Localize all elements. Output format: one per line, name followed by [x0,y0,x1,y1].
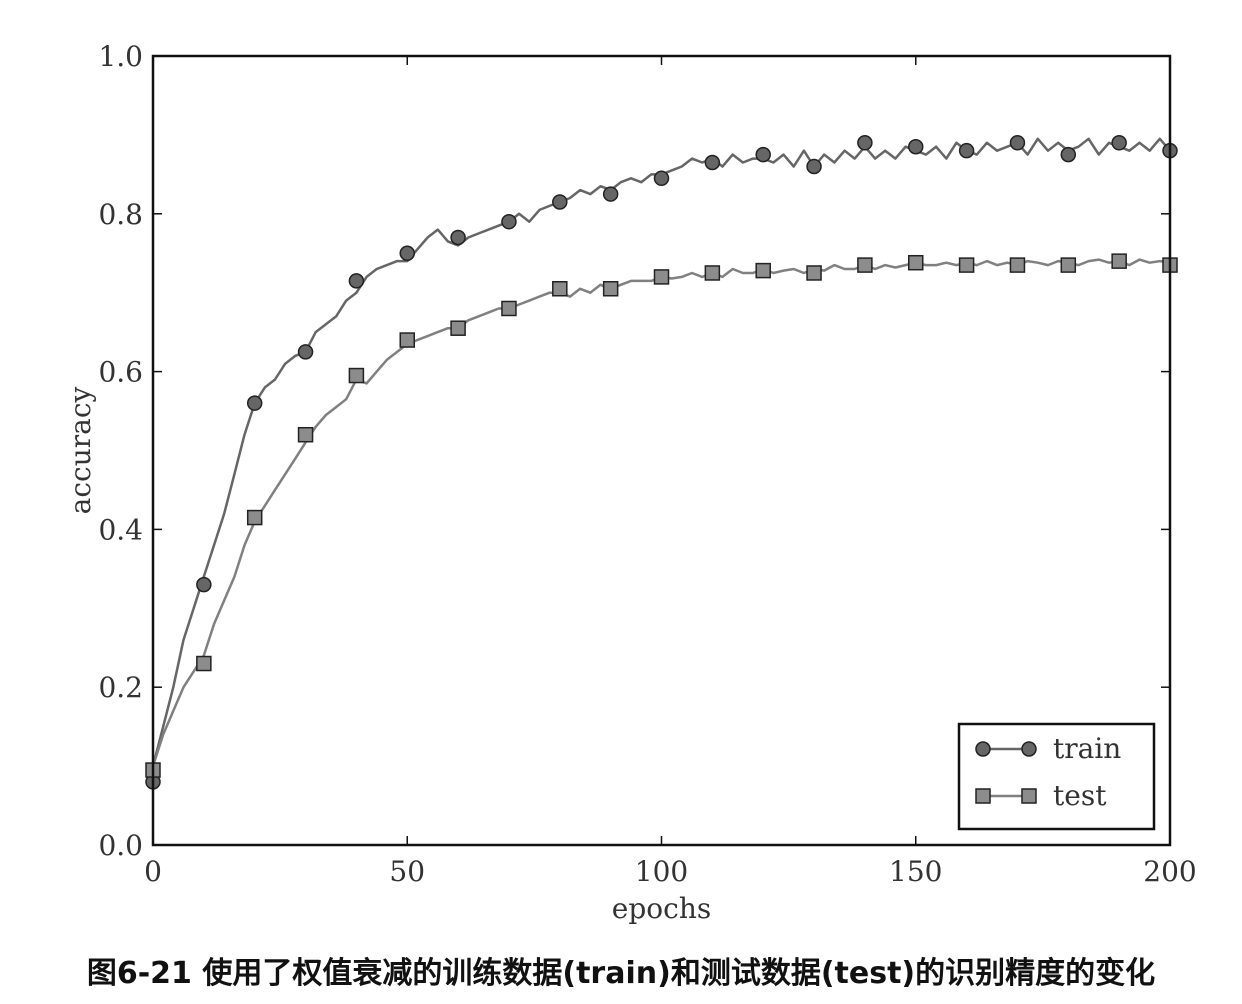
data-point-train [1060,146,1077,163]
data-point-test [908,254,924,271]
series-line-train [151,137,1171,767]
data-point-train [806,158,822,175]
series-line-test [151,258,1171,767]
legend-label: train [1053,732,1121,765]
data-point-train [704,154,721,171]
legend-marker [1021,741,1037,757]
data-point-test [246,509,263,526]
y-tick-label: 0.2 [98,671,143,704]
data-point-test [857,257,873,273]
legend-marker [975,741,991,757]
legend-marker [975,788,991,804]
x-tick-label: 50 [389,855,425,888]
data-point-train [348,273,365,289]
data-point-test [196,655,212,672]
data-point-train [501,213,517,230]
data-point-train [552,194,568,210]
data-point-test [297,426,314,443]
data-point-train [653,170,670,187]
y-tick-label: 0.8 [98,198,143,231]
data-point-test [806,265,822,281]
data-point-train [908,138,924,155]
data-point-test [501,300,517,317]
data-point-train [450,229,466,246]
accuracy-chart: 0 50 100 150 200 0.0 0.2 0.4 0.6 0.8 1.0 epochs ac… [64,40,1197,925]
series-train [145,135,1178,790]
legend: train test [957,722,1156,831]
data-point-train [399,245,415,261]
legend-item-train: train [975,732,1121,765]
plot-content [145,135,1178,790]
data-point-test [704,265,721,281]
series-test [145,253,1178,778]
data-point-test [958,257,975,273]
data-point-train [755,146,771,163]
y-tick-label: 0.0 [98,829,143,862]
legend-label: test [1053,779,1107,812]
data-point-train [1111,135,1127,151]
data-point-test [1111,253,1127,269]
legend-item-test: test [975,779,1107,812]
y-tick-label: 1.0 [98,40,143,73]
data-point-train [297,344,314,360]
legend-box [957,722,1156,831]
legend-marker [1021,788,1037,804]
data-point-train [602,186,619,202]
axis-ticks: 0 50 100 150 200 0.0 0.2 0.4 0.6 0.8 1.0 [98,40,1196,888]
data-point-test [755,262,771,279]
y-tick-label: 0.6 [98,356,143,389]
data-point-test [1009,257,1026,273]
data-point-train [958,142,975,159]
data-point-test [1060,257,1077,273]
data-point-test [653,269,670,285]
y-axis-label: accuracy [64,386,97,514]
x-tick-label: 200 [1143,855,1196,888]
data-point-test [399,332,415,348]
data-point-train [1009,135,1026,151]
data-point-test [602,281,619,297]
data-point-train [196,576,212,593]
x-axis-label: epochs [612,892,711,925]
figure-caption: 图6-21 使用了权值衰减的训练数据(train)和测试数据(test)的识别精… [86,956,1156,991]
x-tick-label: 0 [144,855,162,888]
data-point-train [857,135,873,151]
data-point-train [246,395,263,411]
x-tick-label: 150 [889,855,942,888]
data-point-test [450,320,466,336]
data-point-test [552,281,568,297]
data-point-test [348,367,365,384]
x-tick-label: 100 [635,855,688,888]
y-tick-label: 0.4 [98,513,143,546]
